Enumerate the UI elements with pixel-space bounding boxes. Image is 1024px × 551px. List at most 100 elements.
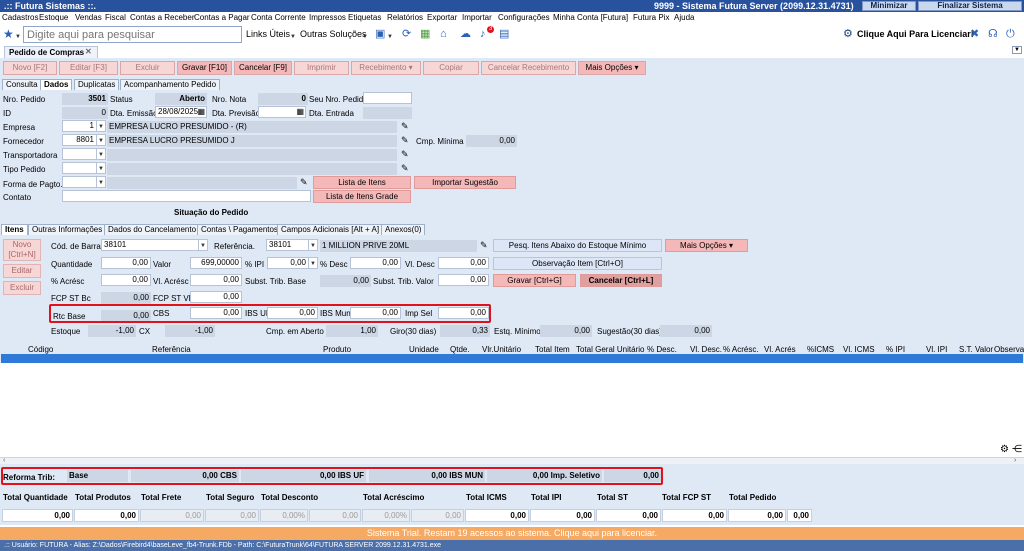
tab-anexos[interactable]: Anexos(0) [381,224,426,235]
chevron-down-icon[interactable]: ▼ [387,34,393,40]
power-icon[interactable]: ⏻ [1006,28,1015,40]
cbs-input[interactable]: 0,00 [190,307,242,319]
refresh-icon[interactable]: ⟳ [402,28,412,40]
table-row[interactable] [1,354,1023,363]
acresc-input[interactable]: 0,00 [101,274,151,286]
pesq-itens-button[interactable]: Pesq. Itens Abaixo do Estoque Mínimo [493,239,662,252]
col-icms[interactable]: %ICMS [807,345,835,354]
observacao-item-button[interactable]: Observação Item [Ctrl+O] [493,257,662,270]
ibs-mun-input[interactable]: 0,00 [350,307,401,319]
menu-etiquetas[interactable]: Etiquetas [348,13,382,22]
menu-contas-receber[interactable]: Contas a Receber [130,13,195,22]
quantidade-input[interactable]: 0,00 [101,257,151,269]
col-referencia[interactable]: Referência [152,345,191,354]
menu-configuracoes[interactable]: Configurações [498,13,550,22]
col-acresc[interactable]: % Acrésc. [723,345,759,354]
menu-exportar[interactable]: Exportar [427,13,458,22]
importar-sugestao-button[interactable]: Importar Sugestão [414,176,516,189]
forma-pagto-code-input[interactable]: ▼ [62,176,106,188]
search-input[interactable] [23,26,242,43]
tab-dados-cancelamento[interactable]: Dados do Cancelamento [104,224,201,235]
chevron-down-icon[interactable]: ▼ [198,240,207,250]
save-icon[interactable]: ▣ [375,28,386,40]
editar-button[interactable]: Editar [F3] [59,61,118,75]
col-st-valor[interactable]: S.T. Valor [959,345,994,354]
edit-icon[interactable]: ✎ [300,177,308,187]
menu-estoque[interactable]: Estoque [39,13,69,22]
links-uteis-menu[interactable]: Links Úteis [246,29,291,39]
collapse-icon[interactable]: ▼ [1012,46,1022,54]
desc-input[interactable]: 0,00 [350,257,401,269]
tab-acompanhamento[interactable]: Acompanhamento Pedido [120,79,221,90]
tab-duplicatas[interactable]: Duplicatas [74,79,120,90]
trial-banner[interactable]: Sistema Trial. Restam 19 acessos ao sist… [0,527,1024,540]
edit-icon[interactable]: ✎ [401,163,409,173]
calendar-icon[interactable]: ▦ [197,107,205,116]
col-codigo[interactable]: Código [28,345,54,354]
menu-minha-conta[interactable]: Minha Conta [Futura] [553,13,629,22]
excluir-button[interactable]: Excluir [120,61,175,75]
chevron-down-icon[interactable]: ▼ [290,34,296,40]
cancelar-item-button[interactable]: Cancelar [Ctrl+L] [580,274,662,287]
menu-relatorios[interactable]: Relatórios [387,13,424,22]
bell-icon[interactable]: ♪ [480,28,486,40]
vl-desc-input[interactable]: 0,00 [438,257,489,269]
gear-icon[interactable]: ⚙ [843,28,853,40]
chevron-down-icon[interactable]: ▼ [308,240,317,250]
col-vl-ipi[interactable]: Vl. IPI [926,345,948,354]
chevron-right-icon[interactable]: › [1014,457,1017,464]
vl-acresc-input[interactable]: 0,00 [190,274,242,286]
chevron-down-icon[interactable]: ▼ [308,258,317,268]
chevron-down-icon[interactable]: ▼ [96,121,105,131]
col-total-geral-unitario[interactable]: Total Geral Unitário [576,345,645,354]
col-produto[interactable]: Produto [323,345,352,354]
col-vl-acres[interactable]: Vl. Acrés [764,345,796,354]
share-icon[interactable]: ⋲ [1012,444,1022,455]
mais-opcoes-button[interactable]: Mais Opções ▾ [578,61,646,75]
cancelar-button[interactable]: Cancelar [F9] [234,61,292,75]
gravar-item-button[interactable]: Gravar [Ctrl+G] [493,274,576,287]
chevron-down-icon[interactable]: ▼ [362,34,368,40]
col-qtde[interactable]: Qtde. [450,345,470,354]
ibs-uf-input[interactable]: 0,00 [267,307,318,319]
tab-campos-adicionais[interactable]: Campos Adicionais [Alt + A] [277,224,384,235]
menu-vendas[interactable]: Vendas [75,13,102,22]
cod-barras-input[interactable]: 38101 ▼ [101,239,208,251]
close-icon[interactable]: ✕ [85,47,92,56]
tipo-pedido-code-input[interactable]: ▼ [62,162,106,174]
valor-input[interactable]: 699,00000 [190,257,242,269]
menu-cadastros[interactable]: Cadastros [2,13,39,22]
menu-impressos[interactable]: Impressos [309,13,346,22]
edit-icon[interactable]: ✎ [401,149,409,159]
tab-outras-informacoes[interactable]: Outras Informações [28,224,107,235]
cloud-icon[interactable]: ☁ [460,28,471,40]
seu-nro-pedido-input[interactable] [363,92,412,104]
col-total-item[interactable]: Total Item [535,345,570,354]
referencia-input[interactable]: 38101 ▼ [266,239,318,251]
headset-icon[interactable]: ☊ [988,28,998,40]
contato-input[interactable] [62,190,311,202]
star-icon[interactable]: ★ [3,27,14,41]
horizontal-scrollbar[interactable]: ‹ › [0,457,1024,464]
menu-futura-pix[interactable]: Futura Pix [633,13,670,22]
cancelar-recebimento-button[interactable]: Cancelar Recebimento [481,61,576,75]
finish-system-button[interactable]: Finalizar Sistema [918,1,1022,11]
chevron-left-icon[interactable]: ‹ [3,457,6,464]
excluir-item-button[interactable]: Excluir [3,281,41,295]
subst-valor-input[interactable]: 0,00 [438,274,489,286]
chevron-down-icon[interactable]: ▼ [96,149,105,159]
item-mais-opcoes-button[interactable]: Mais Opções ▾ [665,239,748,252]
fornecedor-code-input[interactable]: 8801 ▼ [62,134,106,146]
editar-item-button[interactable]: Editar [3,264,41,278]
home-icon[interactable]: ⌂ [440,28,447,40]
calendar-icon[interactable]: ▤ [499,28,510,40]
edit-icon[interactable]: ✎ [480,240,488,250]
edit-icon[interactable]: ✎ [401,135,409,145]
imp-sel-input[interactable]: 0,00 [438,307,489,319]
fcp-vl-input[interactable]: 0,00 [190,291,242,303]
col-ipi[interactable]: % IPI [886,345,906,354]
ipi-input[interactable]: 0,00 ▼ [267,257,318,269]
minimize-button[interactable]: Minimizar [862,1,916,11]
tools-icon[interactable]: ✖ [970,28,980,40]
gravar-button[interactable]: Gravar [F10] [177,61,232,75]
